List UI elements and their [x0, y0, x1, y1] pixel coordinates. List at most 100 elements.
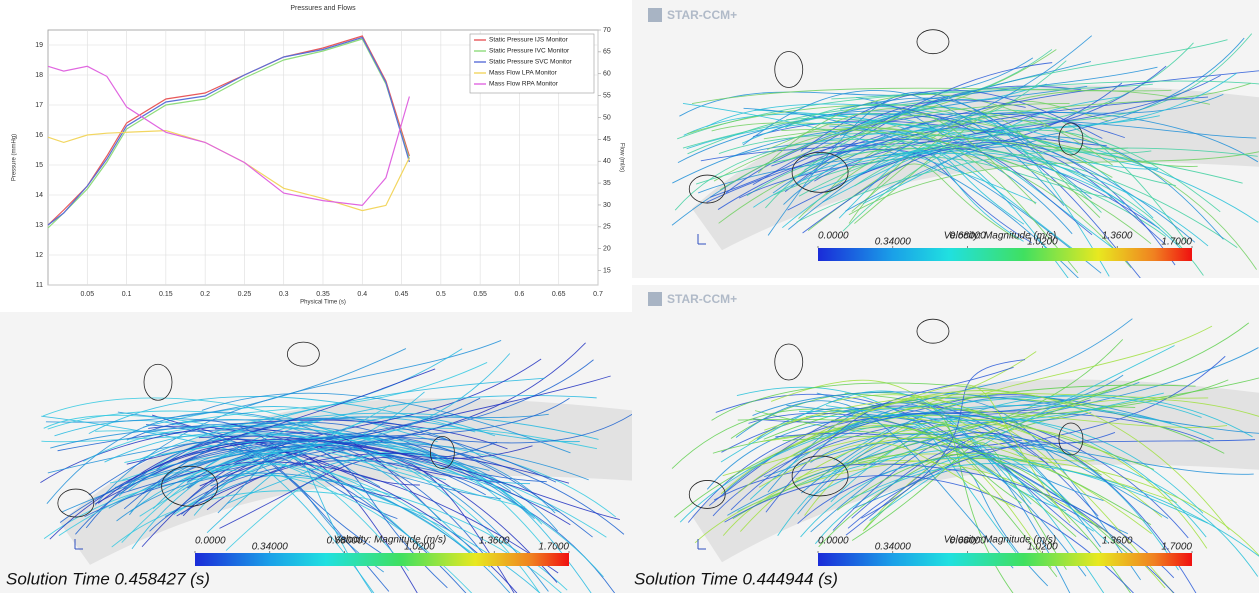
streamline [845, 136, 1224, 240]
streamline [45, 348, 407, 423]
colorbar-tick-label: 1.7000 [1161, 237, 1192, 248]
streamline [848, 90, 1210, 224]
streamline [767, 402, 1071, 593]
colorbar-tick-label: 0.0000 [195, 536, 226, 547]
outlet-ring [774, 343, 804, 381]
streamline [130, 353, 511, 513]
y-tick-label: 15 [35, 162, 43, 169]
streamline [763, 396, 1136, 440]
streamline [763, 127, 1079, 274]
streamline [740, 436, 1152, 535]
streamline [808, 435, 1179, 571]
streamline [97, 438, 402, 504]
colorbar-tick-label: 0.0000 [818, 231, 849, 242]
legend-box [469, 33, 595, 94]
streamline [848, 151, 1259, 216]
colorbar-tick-label: 1.0200 [1027, 237, 1058, 248]
streamline [104, 431, 531, 485]
x-tick-label: 0.3 [279, 291, 289, 298]
streamline [156, 418, 557, 483]
streamline [691, 87, 1172, 105]
streamline [187, 358, 542, 489]
x-tick-label: 0.65 [552, 291, 566, 298]
streamline [836, 452, 1152, 526]
streamline [198, 435, 533, 459]
colorbar [195, 553, 569, 566]
streamline [722, 460, 1166, 589]
streamline [814, 463, 1259, 557]
streamline [46, 411, 398, 505]
streamline [717, 70, 1259, 210]
streamline [822, 134, 1154, 219]
outlet-ring [688, 174, 726, 204]
colorbar-title: Velocity: Magnitude (m/s) [944, 231, 1056, 242]
colorbar-tick-label: 0.34000 [875, 542, 912, 553]
colorbar-tick-label: 1.0200 [404, 542, 435, 553]
streamline [804, 325, 1213, 516]
streamline [858, 375, 1150, 464]
streamline [830, 416, 1095, 462]
colorbar-tick-label: 1.7000 [538, 542, 569, 553]
streamline [47, 410, 604, 578]
solution-time: Solution Time 0.444944 (s) [634, 569, 838, 588]
legend-label: Mass Flow LPA Monitor [489, 70, 558, 77]
streamline [672, 129, 1073, 235]
outlet-ring [916, 318, 950, 344]
vessel-shadow [60, 398, 632, 565]
y-tick-label: 17 [35, 102, 43, 109]
streamline [206, 342, 586, 511]
y2-tick-label: 35 [603, 180, 611, 187]
streamline [831, 80, 1259, 100]
colorbar [818, 553, 1192, 566]
streamline [181, 435, 593, 538]
streamline [711, 122, 1129, 150]
outlet-ring [429, 436, 455, 469]
render-view [632, 285, 1259, 593]
streamline [869, 345, 1175, 521]
streamline [764, 393, 1209, 431]
x-tick-label: 0.25 [238, 291, 252, 298]
streamline [58, 463, 482, 564]
streamline [149, 460, 615, 593]
brand-logo [648, 8, 662, 22]
streamline [853, 384, 1071, 524]
colorbar-tick-label: 0.68000 [327, 536, 364, 547]
streamline [719, 103, 1070, 191]
streamline [814, 72, 1237, 143]
streamline [128, 377, 545, 492]
x-tick-label: 0.1 [122, 291, 132, 298]
outlet-ring [161, 465, 219, 507]
brand-name: STAR-CCM+ [667, 292, 737, 306]
x-axis-label: Physical Time (s) [300, 300, 346, 306]
x-tick-label: 0.5 [436, 291, 446, 298]
colorbar-tick-label: 1.7000 [1161, 542, 1192, 553]
y2-tick-label: 40 [603, 158, 611, 165]
streamline [870, 102, 1039, 134]
streamline [802, 148, 1093, 236]
streamline [142, 446, 547, 495]
streamline [236, 438, 448, 589]
legend-label: Static Pressure SVC Monitor [489, 59, 573, 66]
streamline [216, 448, 447, 481]
outlet-ring [774, 51, 804, 88]
streamline [800, 89, 1103, 152]
y2-tick-label: 30 [603, 202, 611, 209]
streamline [114, 442, 589, 488]
streamline [781, 128, 1152, 245]
streamline [765, 366, 1014, 513]
streamline [227, 453, 592, 593]
streamline [838, 149, 1024, 242]
y2-tick-label: 50 [603, 114, 611, 121]
x-tick-label: 0.05 [80, 291, 94, 298]
y2-axis-label: Flow (ml/s) [618, 143, 624, 172]
streamline [803, 148, 1032, 244]
streamline [863, 423, 1022, 504]
streamline [677, 66, 1158, 164]
streamline [831, 413, 1169, 519]
series-line [47, 65, 410, 207]
streamline [674, 138, 1167, 237]
streamline [797, 437, 1104, 515]
y2-tick-label: 15 [603, 267, 611, 274]
streamline [732, 322, 1250, 520]
